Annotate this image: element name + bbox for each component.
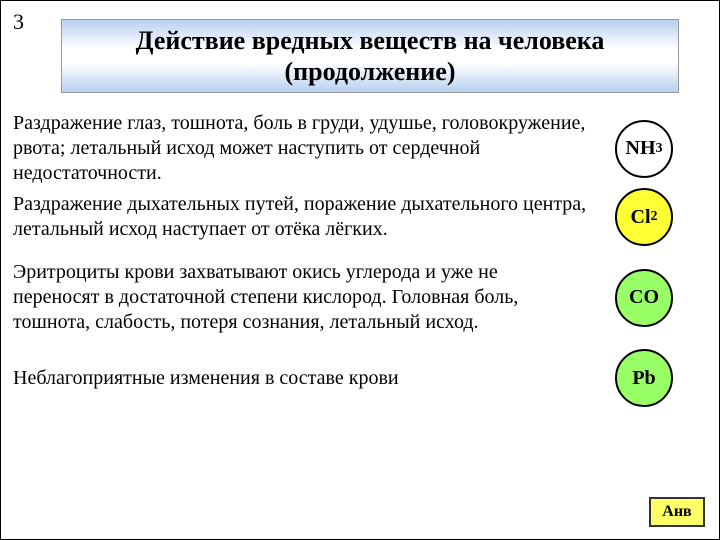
slide-number: 3 [13, 9, 24, 35]
content-row: Эритроциты крови захватывают окись углер… [1, 260, 719, 335]
nav-button[interactable]: Анв [649, 497, 705, 527]
chem-col: CO [599, 269, 689, 327]
content-row: Раздражение дыхательных путей, поражение… [1, 188, 719, 246]
chem-circle-cl2: Cl2 [615, 188, 673, 246]
chem-col: NH3 [599, 120, 689, 178]
chem-col: Pb [599, 349, 689, 407]
effect-description: Неблагоприятные изменения в составе кров… [13, 366, 599, 391]
page-title: Действие вредных веществ на человека (пр… [62, 25, 678, 87]
chem-circle-co: CO [615, 269, 673, 327]
chem-col: Cl2 [599, 188, 689, 246]
chem-circle-nh3: NH3 [615, 120, 673, 178]
effect-description: Эритроциты крови захватывают окись углер… [13, 260, 599, 335]
effect-description: Раздражение дыхательных путей, поражение… [13, 192, 599, 242]
effect-description: Раздражение глаз, тошнота, боль в груди,… [13, 111, 599, 186]
title-band: Действие вредных веществ на человека (пр… [61, 19, 679, 93]
content-row: Раздражение глаз, тошнота, боль в груди,… [1, 111, 719, 186]
content-row: Неблагоприятные изменения в составе кров… [1, 349, 719, 407]
chem-circle-pb: Pb [615, 349, 673, 407]
